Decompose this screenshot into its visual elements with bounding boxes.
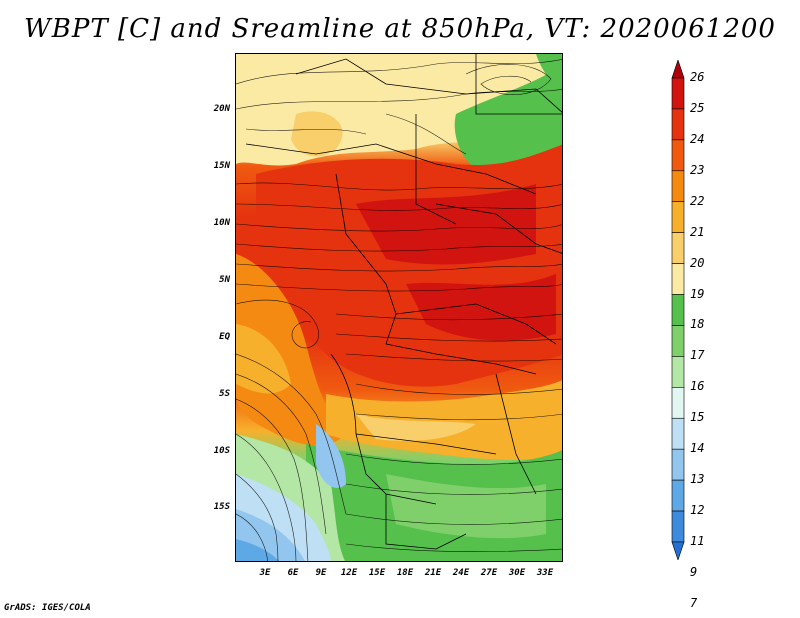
lon-label: 27E <box>480 568 498 578</box>
lon-label: 3E <box>259 568 271 578</box>
lat-label: 20N <box>213 104 230 114</box>
colorbar-tick-label: 20 <box>690 255 705 270</box>
lon-label: 9E <box>315 568 327 578</box>
colorbar-tick-label: 13 <box>690 472 705 487</box>
colorbar-tick-label: 9 <box>690 564 698 579</box>
lat-label: 10S <box>213 446 230 456</box>
lon-label: 33E <box>536 568 554 578</box>
colorbar-swatch <box>671 325 685 357</box>
colorbar-tick-label: 22 <box>690 193 705 208</box>
lon-label: 15E <box>368 568 386 578</box>
colorbar-tick-label: 23 <box>690 162 705 177</box>
lat-label: 15S <box>213 502 230 512</box>
footer-credit: GrADS: IGES/COLA <box>4 603 91 613</box>
colorbar-swatch <box>671 60 685 79</box>
colorbar-tick-label: 19 <box>690 286 705 301</box>
colorbar-tick-label: 11 <box>690 534 705 548</box>
colorbar <box>671 60 685 560</box>
lon-label: 30E <box>508 568 526 578</box>
colorbar-tick-label: 16 <box>690 379 705 394</box>
colorbar-tick-label: 18 <box>690 317 705 332</box>
lon-label: 18E <box>396 568 414 578</box>
colorbar-swatch <box>671 139 685 172</box>
colorbar-swatch <box>671 77 685 110</box>
colorbar-tick-label: 17 <box>690 348 705 363</box>
lat-label: 15N <box>213 161 230 171</box>
colorbar-swatch <box>671 479 685 512</box>
lat-label: 5S <box>219 389 230 399</box>
colorbar-swatch <box>671 541 685 560</box>
colorbar-swatch <box>671 108 685 141</box>
lon-label: 24E <box>452 568 470 578</box>
colorbar-tick-label: 15 <box>690 410 705 425</box>
colorbar-swatch <box>671 232 685 264</box>
colorbar-tick-label: 26 <box>690 70 705 84</box>
chart-title: WBPT [C] and Sreamline at 850hPa, VT: 20… <box>24 14 776 44</box>
colorbar-swatch <box>671 448 685 481</box>
lat-label: 5N <box>219 275 230 285</box>
colorbar-swatch <box>671 417 685 450</box>
colorbar-tick-label: 25 <box>690 100 705 115</box>
lon-label: 21E <box>424 568 442 578</box>
colorbar-tick-label: 21 <box>690 224 705 239</box>
lat-label: EQ <box>219 332 230 342</box>
colorbar-tick-label: 24 <box>690 131 705 146</box>
lon-label: 12E <box>340 568 358 578</box>
colorbar-swatch <box>671 294 685 326</box>
colorbar-swatch <box>671 263 685 295</box>
lon-label: 6E <box>287 568 299 578</box>
colorbar-swatch <box>671 387 685 419</box>
lat-label: 10N <box>213 218 230 228</box>
colorbar-tick-label: 14 <box>690 441 705 456</box>
colorbar-swatch <box>671 170 685 203</box>
colorbar-tick-label: 7 <box>690 595 698 610</box>
wbpt-field <box>236 54 562 561</box>
colorbar-swatch <box>671 510 685 543</box>
colorbar-swatch <box>671 201 685 233</box>
colorbar-tick-label: 12 <box>690 503 705 518</box>
map-panel <box>235 53 563 562</box>
colorbar-swatch <box>671 356 685 388</box>
